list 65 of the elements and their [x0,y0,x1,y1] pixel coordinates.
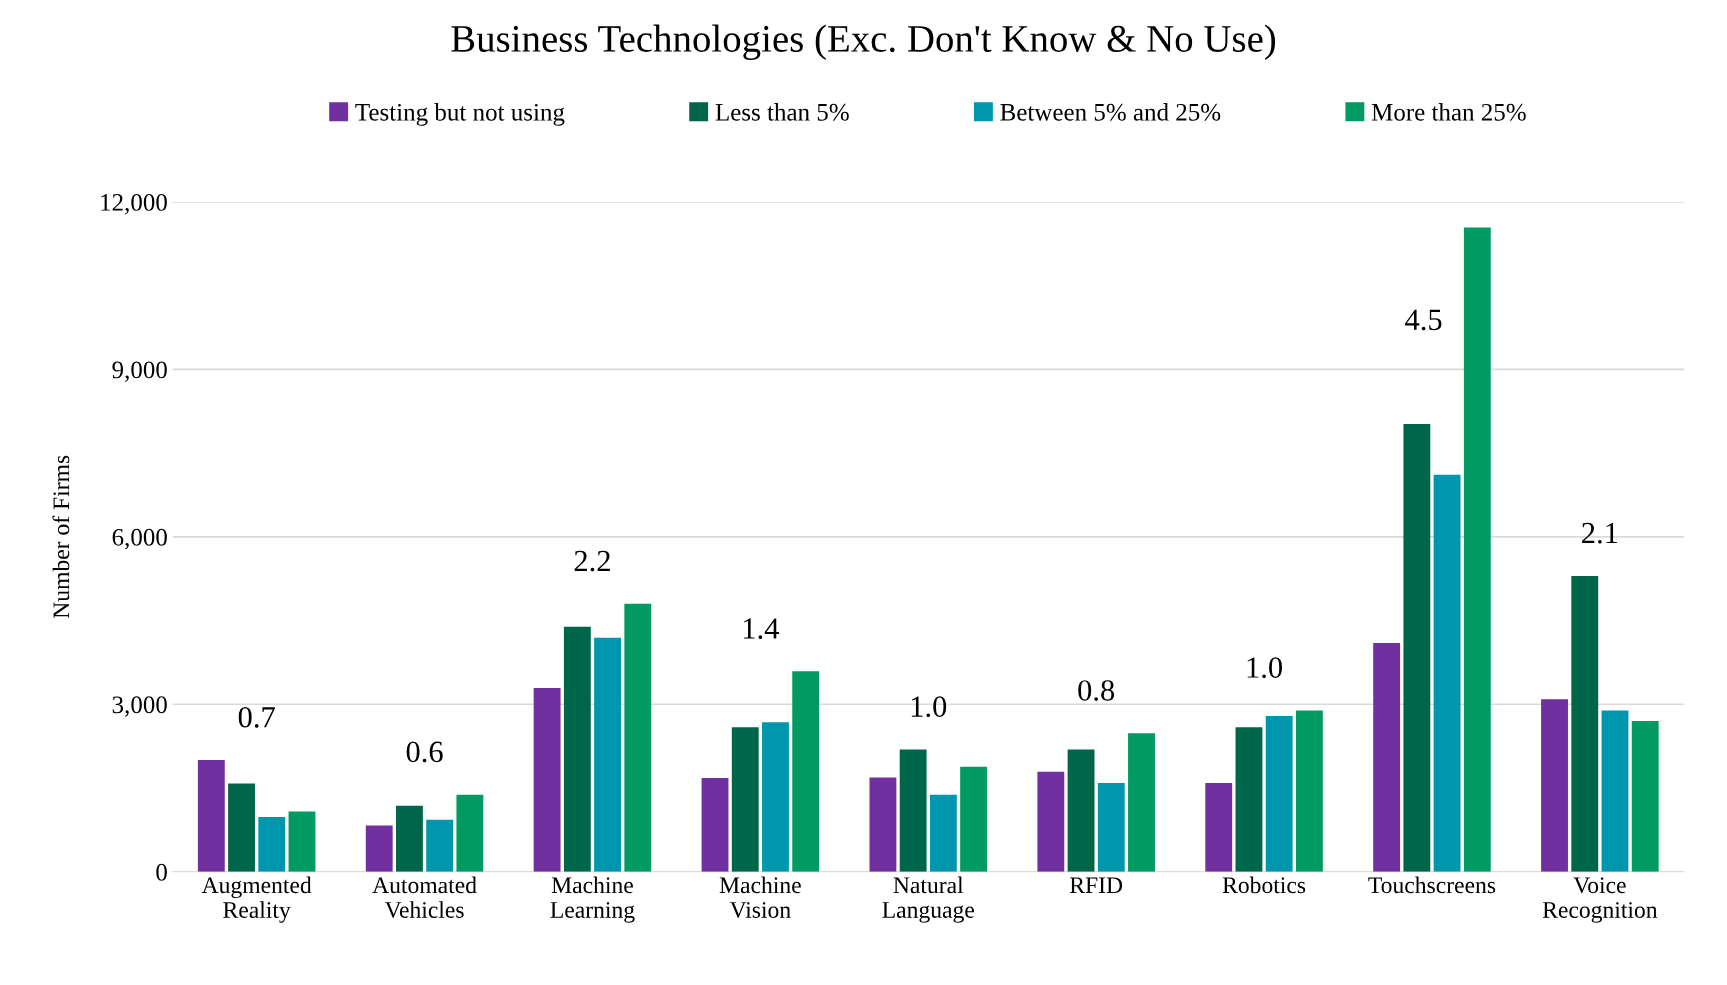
annotation: 2.2 [574,550,610,572]
bar [1463,227,1491,872]
y-tick-label: 0 [156,863,167,881]
x-tick-label: Augmented Reality [201,876,312,923]
bar [1265,716,1293,872]
bar [1601,710,1629,872]
y-tick-label: 3,000 [112,696,167,717]
bar [228,783,255,872]
bar [1067,749,1095,872]
bar [288,811,316,872]
bar [1571,575,1599,872]
y-tick-label: 9,000 [112,361,167,382]
x-tick-label: Robotics [1222,876,1306,894]
chart-title: Business Technologies (Exc. Don't Know & No Use) [451,24,1276,60]
bar [1097,782,1125,872]
bar [1295,710,1323,872]
annotation: 1.4 [743,618,779,639]
bar [1373,642,1401,872]
annotation: 1.0 [911,696,947,718]
annotation: 0.7 [238,706,275,728]
bar [1235,727,1263,872]
bar [960,766,988,872]
bar [396,805,423,872]
bar [701,777,729,872]
x-tick-label: Machine Learning [550,876,635,923]
annotation: 4.5 [1405,309,1442,331]
bar [197,760,225,872]
y-tick-label: 12,000 [101,193,167,215]
bar [1037,771,1065,872]
bar [899,749,927,872]
bar [563,626,591,872]
y-axis-title: Number of Firms [52,455,70,619]
bar [365,825,393,872]
annotation: 0.8 [1078,680,1115,701]
bar [1403,424,1431,872]
y-tick-label: 6,000 [112,528,167,550]
bar [869,777,897,872]
bar [1128,733,1155,872]
x-tick-label: Automated Vehicles [372,876,477,919]
bar [456,794,484,872]
bar [731,727,759,872]
x-tick-label: Touchscreens [1368,876,1496,894]
bar [258,817,286,872]
bar [594,637,621,872]
x-tick-label: Voice Recognition [1542,877,1658,923]
bar [1205,782,1233,872]
x-tick-label: Natural Language [882,876,974,923]
bar [929,794,957,872]
annotation: 0.6 [406,741,443,763]
x-tick-label: Machine Vision [719,876,801,919]
bar [533,688,561,872]
bar [1541,699,1568,872]
bar [792,671,820,872]
bar [1433,474,1461,872]
annotation: 1.0 [1247,657,1282,679]
bar [426,819,454,872]
x-tick-label: RFID [1069,877,1123,894]
bar [1631,721,1659,872]
legend-label: Between 5% and 25% [1000,103,1221,121]
legend-label: Testing but not using [355,103,565,126]
legend-label: Less than 5% [715,103,849,121]
bar [762,722,789,872]
annotation: 2.1 [1582,522,1618,544]
legend-label: More than 25% [1371,103,1526,121]
bar [624,603,652,872]
